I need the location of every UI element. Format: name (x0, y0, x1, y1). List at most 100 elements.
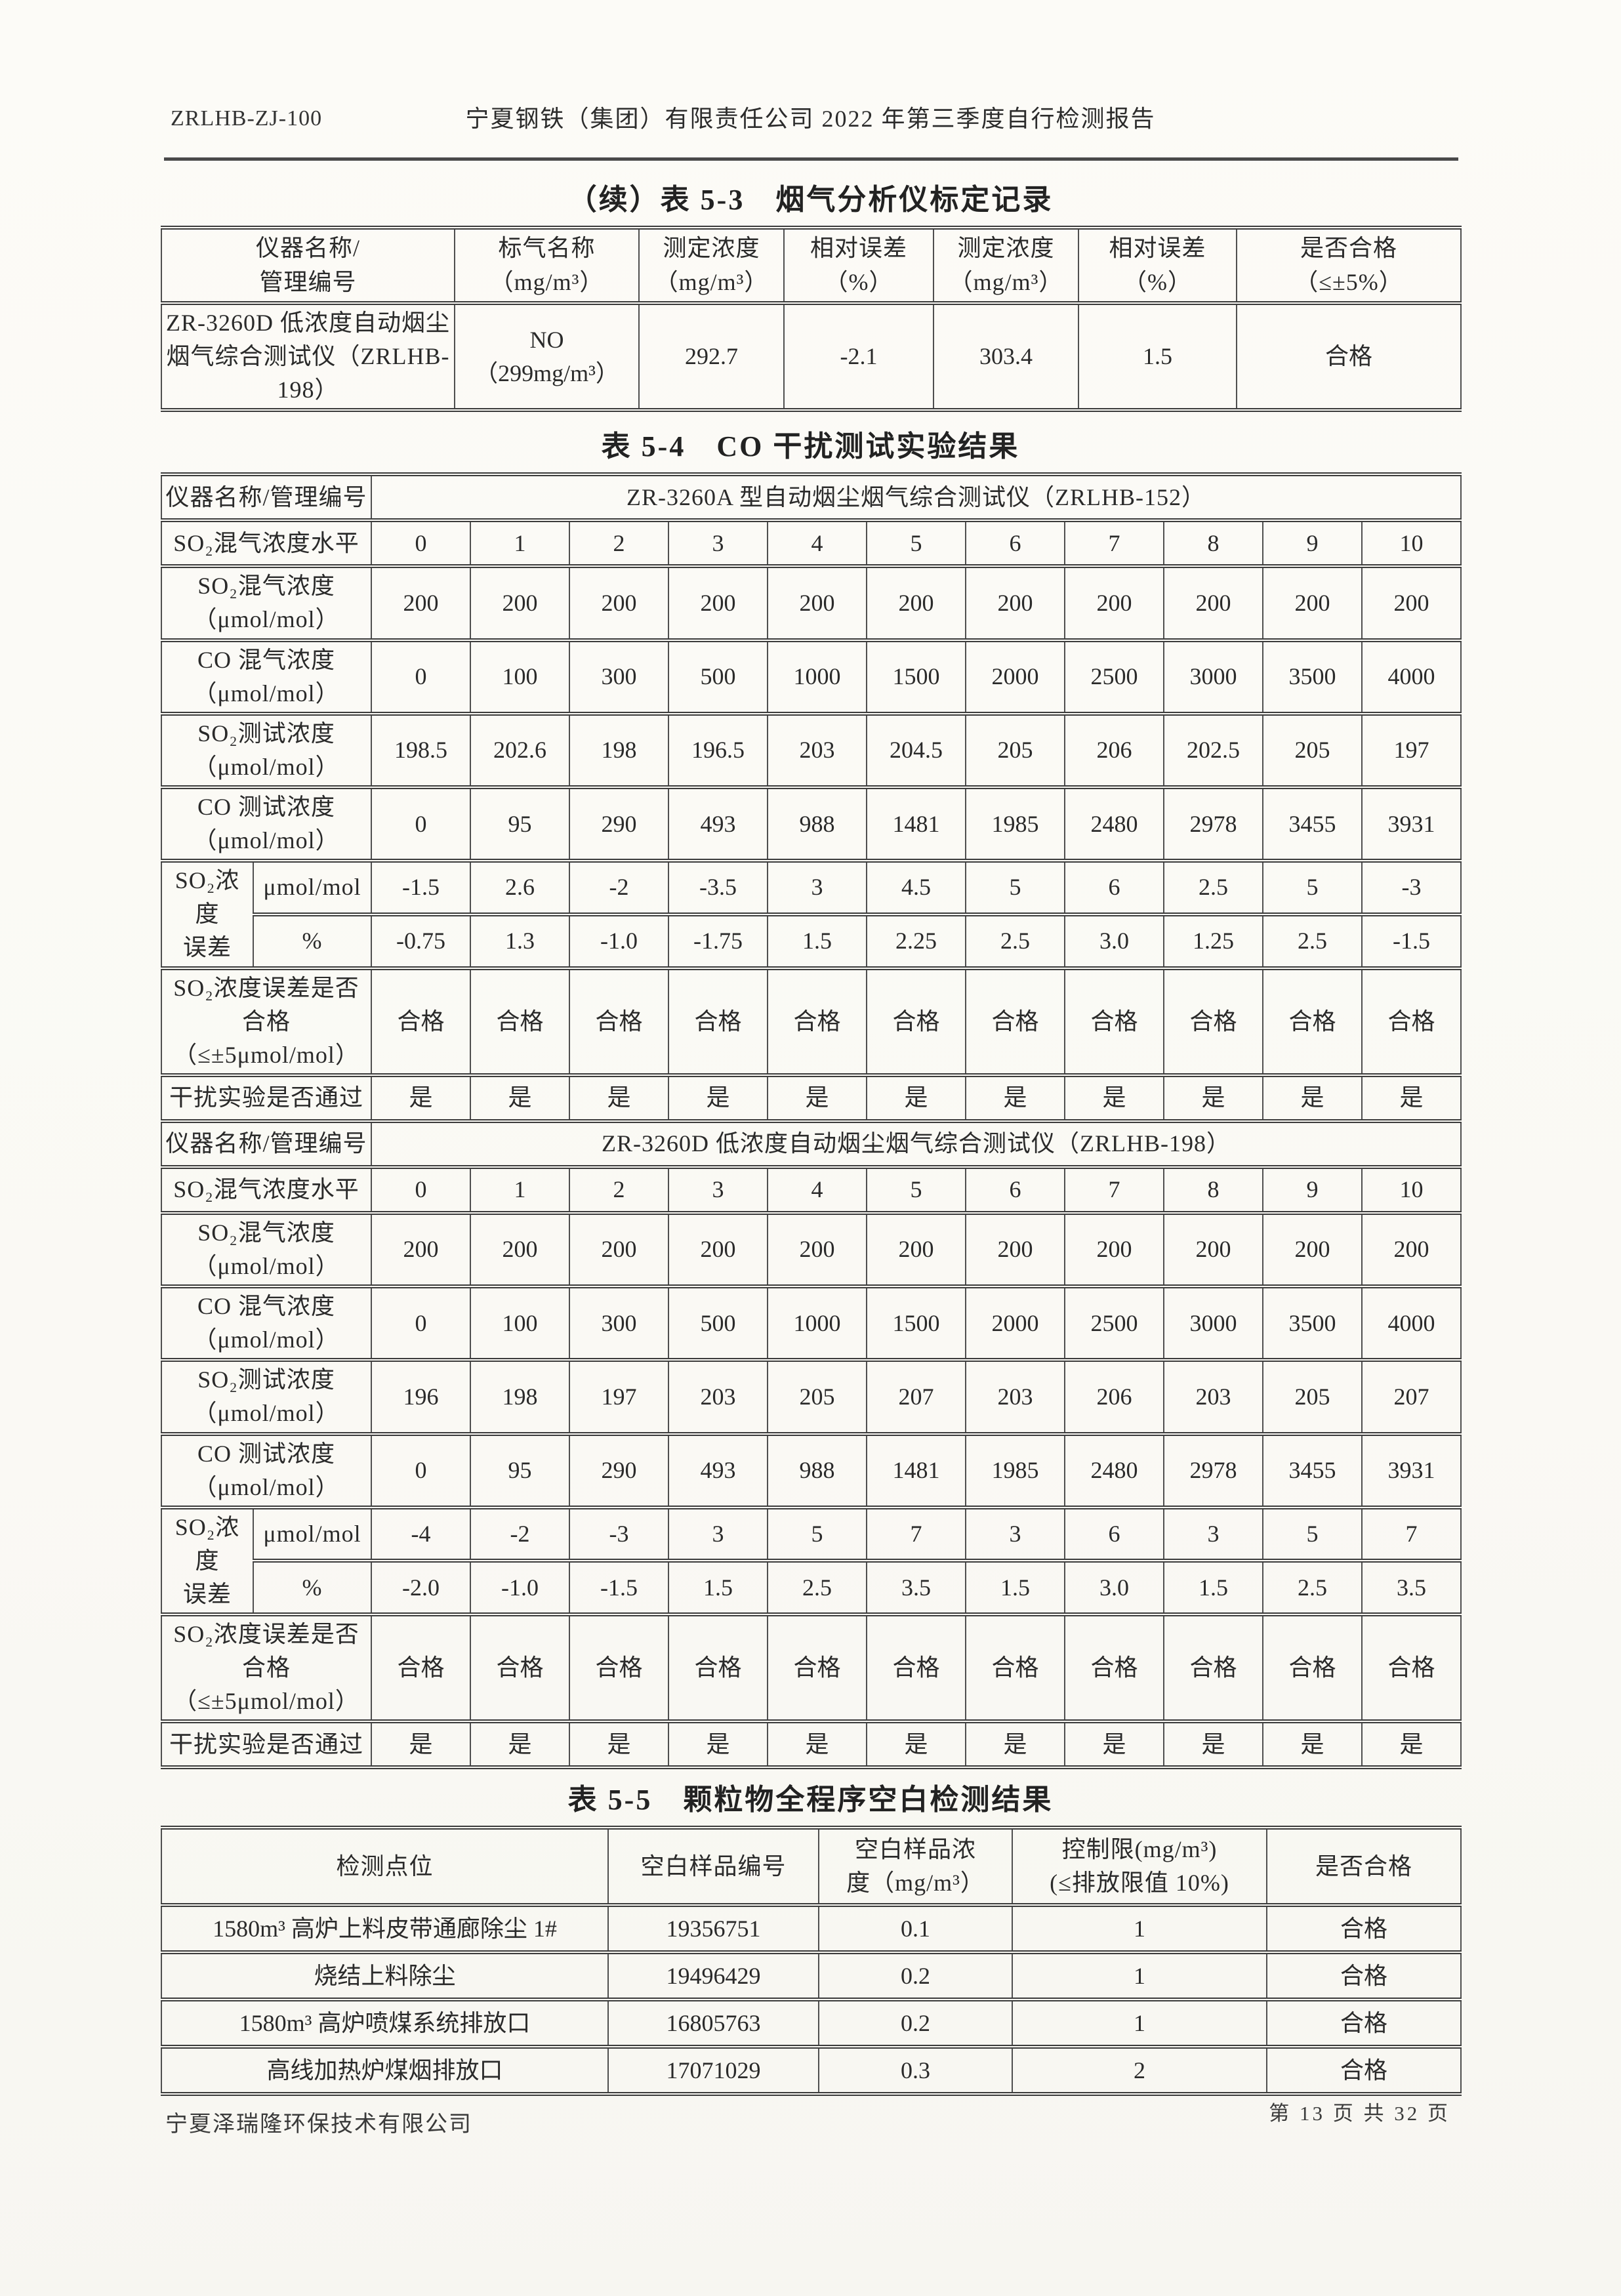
table-row: 干扰实验是否通过 是是是是是是是是是是是 (160, 1073, 1462, 1123)
table-cell: 7 (866, 1505, 967, 1563)
table-cell: 3931 (1361, 785, 1462, 863)
table-cell: 2000 (965, 1284, 1066, 1363)
table-cell: 1.5 (1078, 300, 1237, 413)
table-cell: 493 (668, 785, 769, 863)
table-cell: 合格 (1266, 2045, 1462, 2097)
report-title: 宁夏钢铁（集团）有限责任公司 2022 年第三季度自行检测报告 (465, 106, 1156, 132)
gas-name: NO (529, 326, 564, 353)
row-label: CO 混气浓度 (197, 1293, 336, 1320)
table-cell: 7 (1361, 1505, 1462, 1563)
table-cell: 100 (470, 1284, 571, 1363)
row-label-cell: SO₂混气浓度 （μmol/mol） (160, 1210, 373, 1289)
row-label: CO 混气浓度 (197, 646, 336, 673)
table-cell: 合格 (1361, 966, 1462, 1077)
table-row: 检测点位 空白样品编号 空白样品浓 度（mg/m³） 控制限(mg/m³) (≤… (161, 1826, 1462, 1908)
table-cell: 100 (470, 638, 571, 716)
table-cell: 合格 (866, 1612, 967, 1724)
table-cell: 1 (1012, 1903, 1267, 1955)
unit-cell: % (252, 1559, 373, 1617)
table-cell: -4 (371, 1505, 472, 1563)
table-row: SO₂浓度误差是否合格（≤±5μmol/mol） 合格 合格 合格 合格 合格 合格 合格合… (160, 966, 1462, 1077)
table-cell: 1 (1012, 1950, 1267, 2002)
table-cell: 200 (470, 1210, 571, 1289)
table-cell: 5 (1262, 859, 1363, 916)
header-line: （≤±5%） (1294, 268, 1403, 295)
table-cell: 8 (1163, 1164, 1264, 1215)
row-label: SO₂浓度 (174, 1513, 240, 1574)
table-row: 烧结上料除尘 19496429 0.2 1 合格 (161, 1950, 1462, 2002)
column-header-cell: 相对误差 （%） (783, 226, 934, 305)
table-cell: 198 (569, 711, 670, 789)
table-cell: 合格 (1266, 1998, 1462, 2049)
table-cell: 是 (1163, 1073, 1264, 1123)
header-line: （mg/m³） (489, 268, 604, 295)
table-cell: 合格 (668, 966, 769, 1077)
table-cell: 200 (1163, 564, 1264, 642)
table-cell: 0.2 (818, 1998, 1013, 2049)
table-cell: 203 (1163, 1358, 1264, 1436)
table-cell: 合格 (1262, 966, 1363, 1077)
table-cell: 17071029 (607, 2045, 819, 2097)
table-cell: 202.6 (470, 711, 571, 789)
table-cell: 1985 (965, 1431, 1066, 1509)
row-label-cell: SO₂混气浓度 （μmol/mol） (160, 564, 373, 642)
table-cell: 4000 (1361, 638, 1462, 716)
table-cell: 3.0 (1064, 1559, 1165, 1617)
table-row: SO₂测试浓度 （μmol/mol） 196 198 197 203 205 207 203… (160, 1358, 1462, 1436)
table-cell: 是 (470, 1073, 571, 1123)
table-cell: 6 (965, 518, 1066, 569)
instrument-cell: ZR-3260D 低浓度自动烟尘烟气综合测试仪（ZRLHB-198） (161, 300, 455, 413)
table-cell: 200 (965, 1210, 1066, 1289)
table-cell: 4 (767, 518, 868, 569)
table-cell: 200 (1163, 1210, 1264, 1289)
header-line: （mg/m³） (949, 268, 1063, 295)
table-cell: 高线加热炉煤烟排放口 (161, 2045, 609, 2097)
table-cell: 200 (1361, 1210, 1462, 1289)
table-row: % -2.0 -1.0 -1.5 1.5 2.5 3.5 1.5 3.0 1.5 2.5 3.5 (161, 1559, 1462, 1617)
unit-cell: μmol/mol (252, 1505, 373, 1563)
table-row: SO₂混气浓度水平 0 1 2 3 4 5 6 7 8 9 10 (160, 1164, 1462, 1215)
table-cell: -1.5 (569, 1559, 670, 1617)
header-line: 空白样品编号 (640, 1853, 787, 1879)
header-line: 度（mg/m³） (846, 1870, 985, 1896)
table-cell: 0 (371, 785, 472, 863)
table-cell: 3 (965, 1505, 1066, 1563)
table-cell: 303.4 (933, 300, 1079, 413)
table-cell: 200 (470, 564, 571, 642)
header-line: （%） (824, 268, 893, 295)
page-header: ZRLHB-ZJ-100 宁夏钢铁（集团）有限责任公司 2022 年第三季度自行… (164, 100, 1457, 146)
table-cell: -1.0 (569, 912, 670, 970)
table-cell: 5 (965, 859, 1066, 916)
table-cell: 合格 (1266, 1903, 1462, 1955)
table-cell: 3500 (1262, 638, 1363, 716)
row-unit: （μmol/mol） (193, 1400, 340, 1427)
column-header-cell: 测定浓度 （mg/m³） (933, 226, 1079, 305)
table-cell: 是 (767, 1719, 868, 1770)
table-cell: -1.0 (470, 1559, 571, 1617)
table-cell: 1000 (767, 1284, 868, 1363)
doc-code: ZRLHB-ZJ-100 (171, 106, 323, 131)
table-row: % -0.75 1.3 -1.0 -1.75 1.5 2.25 2.5 3.0 1.25 2.5-… (161, 912, 1462, 970)
instrument-name-cell: ZR-3260A 型自动烟尘烟气综合测试仪（ZRLHB-152） (371, 472, 1462, 523)
column-header-cell: 检测点位 (161, 1826, 609, 1908)
table-cell: 3931 (1361, 1431, 1462, 1509)
table-cell: 95 (470, 785, 571, 863)
column-header-cell: 是否合格 (1266, 1826, 1462, 1908)
row-label-cell: SO₂测试浓度 （μmol/mol） (160, 1358, 373, 1436)
table-cell: 是 (866, 1073, 967, 1123)
table-cell: 1.5 (1163, 1559, 1264, 1617)
header-line: 仪器名称/ (255, 235, 360, 262)
row-label: CO 测试浓度 (197, 1440, 336, 1467)
table-row: 仪器名称/ 管理编号 标气名称 （mg/m³） 测定浓度 （mg/m³） 相对误… (161, 226, 1462, 305)
row-label-cell: CO 混气浓度 （μmol/mol） (160, 638, 373, 716)
table-cell: 200 (866, 1210, 967, 1289)
table-cell: 2 (1012, 2045, 1267, 2097)
table-cell: 206 (1064, 711, 1165, 789)
table-cell: 0.2 (818, 1950, 1013, 2002)
table-cell: 205 (1262, 711, 1363, 789)
table-cell: 合格 (767, 966, 868, 1077)
table-cell: 200 (965, 564, 1066, 642)
table-cell: 0.3 (818, 2045, 1013, 2097)
table-cell: 合格 (767, 1612, 868, 1724)
